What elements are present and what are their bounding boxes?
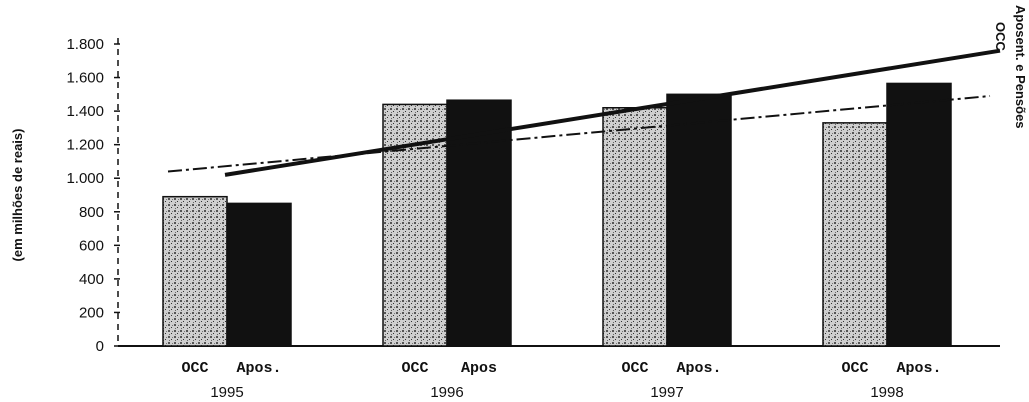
- y-tick-label: 400: [79, 271, 104, 288]
- year-label: 1995: [210, 384, 243, 401]
- trendline-occ: [167, 95, 991, 173]
- y-tick-label: 200: [79, 304, 104, 321]
- year-label: 1998: [870, 384, 903, 401]
- y-tick-label: 1.600: [66, 70, 104, 87]
- bar-apos: [666, 93, 732, 347]
- y-axis-ticks: 0 200 400 600 800 1.000 1.200 1.400 1.600 1.800: [66, 36, 120, 355]
- category-label: Apos.: [236, 360, 281, 377]
- y-tick-label: 1.400: [66, 103, 104, 120]
- category-labels: OCC Apos. OCC Apos OCC Apos. OCC Apos.: [181, 360, 941, 377]
- y-tick-label: 800: [79, 204, 104, 221]
- category-label: Apos.: [676, 360, 721, 377]
- category-label: Apos.: [896, 360, 941, 377]
- y-tick-label: 1.800: [66, 36, 104, 53]
- bar-occ: [822, 122, 888, 347]
- category-label: OCC: [401, 360, 428, 377]
- category-label: OCC: [841, 360, 868, 377]
- bar-apos: [226, 202, 292, 347]
- year-labels: 1995 1996 1997 1998: [210, 384, 903, 401]
- bar-occ: [602, 107, 668, 347]
- trendline-label-aposentadorias: Aposent. e Pensões: [1013, 5, 1028, 129]
- category-label: Apos: [461, 360, 497, 377]
- y-axis-label: (em milhões de reais): [10, 129, 25, 262]
- trendline-label-occ: OCC: [993, 22, 1008, 52]
- trendlines: [167, 48, 1001, 177]
- y-tick-label: 1.000: [66, 170, 104, 187]
- bar-occ: [162, 195, 228, 347]
- y-tick-label: 600: [79, 237, 104, 254]
- year-label: 1997: [650, 384, 683, 401]
- category-label: OCC: [181, 360, 208, 377]
- y-tick-label: 0: [96, 338, 104, 355]
- year-label: 1996: [430, 384, 463, 401]
- bars: [162, 82, 952, 347]
- category-label: OCC: [621, 360, 648, 377]
- bar-apos: [886, 82, 952, 347]
- y-tick-label: 1.200: [66, 137, 104, 154]
